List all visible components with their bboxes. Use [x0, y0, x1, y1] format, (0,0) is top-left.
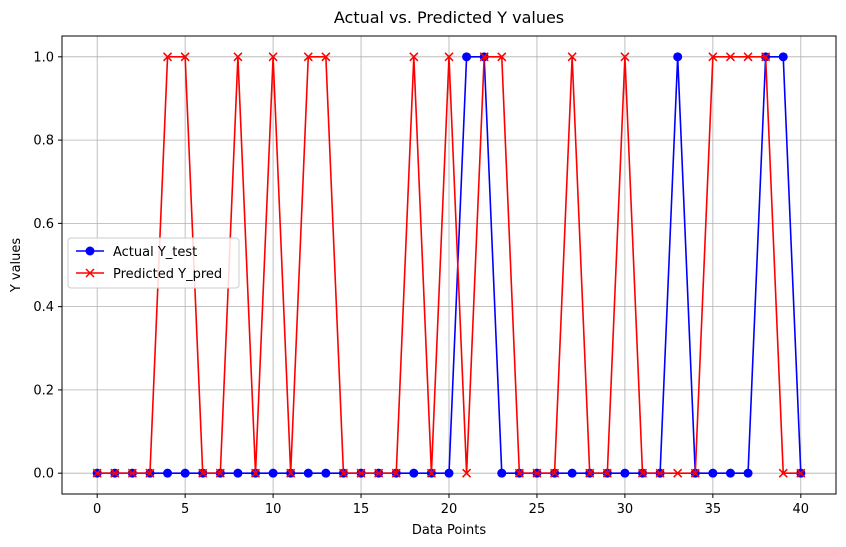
data-point-predicted	[250, 468, 261, 478]
data-point-predicted	[567, 52, 577, 62]
x-tick-label: 40	[793, 502, 810, 517]
y-tick-label: 0.8	[33, 134, 54, 149]
data-point-predicted	[462, 468, 472, 478]
x-tick-label: 30	[617, 502, 634, 517]
x-tick-label: 35	[705, 502, 722, 517]
data-point-actual	[409, 468, 419, 478]
data-point-predicted	[637, 468, 648, 478]
data-point-predicted	[479, 52, 489, 62]
data-point-predicted	[286, 468, 296, 478]
y-tick-label: 1.0	[33, 50, 54, 65]
data-point-actual	[497, 468, 507, 478]
data-point-actual	[567, 468, 577, 478]
data-point-predicted	[268, 52, 278, 62]
data-point-predicted	[426, 468, 436, 478]
data-point-predicted	[110, 468, 120, 478]
legend-entry-actual: Actual Y_test	[76, 245, 197, 260]
data-point-predicted	[92, 468, 102, 478]
y-tick-label: 0.4	[33, 300, 54, 315]
data-point-predicted	[356, 468, 366, 478]
data-point-predicted	[796, 468, 806, 478]
data-point-predicted	[761, 52, 771, 62]
legend-label-actual: Actual Y_test	[113, 245, 197, 260]
data-point-actual	[180, 468, 190, 478]
data-point-actual	[708, 468, 718, 478]
data-point-actual	[725, 468, 735, 478]
data-point-actual	[620, 468, 630, 478]
series-layer	[92, 52, 806, 478]
data-point-predicted	[215, 468, 225, 478]
data-point-predicted	[708, 52, 718, 62]
data-point-predicted	[673, 468, 683, 478]
legend: Actual Y_test Predicted Y_pred	[67, 237, 240, 289]
data-point-actual	[233, 468, 243, 478]
data-point-predicted	[514, 468, 524, 478]
data-point-predicted	[374, 468, 384, 478]
data-point-predicted	[497, 52, 507, 62]
data-point-predicted	[180, 52, 190, 62]
x-axis-label: Data Points	[412, 523, 486, 538]
data-point-predicted	[163, 52, 173, 62]
data-point-actual	[321, 468, 331, 478]
y-tick-label: 0.2	[33, 383, 54, 398]
data-point-predicted	[145, 468, 155, 478]
data-point-predicted	[620, 52, 630, 62]
chart-title: Actual vs. Predicted Y values	[334, 8, 564, 27]
x-tick-label: 20	[441, 502, 458, 517]
data-point-actual	[673, 52, 683, 62]
x-tick-label: 0	[93, 502, 101, 517]
data-point-predicted	[198, 468, 208, 478]
data-point-predicted	[690, 468, 700, 478]
data-point-actual	[462, 52, 472, 62]
data-point-predicted	[444, 52, 454, 62]
legend-label-predicted: Predicted Y_pred	[113, 267, 222, 282]
data-point-predicted	[585, 468, 595, 478]
data-point-predicted	[532, 468, 542, 478]
data-point-predicted	[550, 468, 560, 478]
data-point-predicted	[725, 52, 735, 62]
data-point-predicted	[602, 468, 612, 478]
data-point-predicted	[303, 52, 313, 62]
y-tick-label: 0.6	[33, 217, 54, 232]
x-tick-label: 5	[181, 502, 189, 517]
x-tick-label: 10	[265, 502, 282, 517]
y-tick-label: 0.0	[33, 467, 54, 482]
ticks: 0 5 10 15 20 25 30 35 40 0.0 0.2 0.4 0.6 0.8 1.0	[33, 50, 809, 517]
data-point-actual	[303, 468, 313, 478]
data-point-predicted	[409, 52, 419, 62]
y-axis-label: Y values	[9, 238, 24, 294]
data-point-predicted	[743, 52, 753, 62]
data-point-actual	[778, 52, 788, 62]
data-point-actual	[743, 468, 753, 478]
data-point-predicted	[127, 468, 137, 478]
data-point-actual	[444, 468, 454, 478]
legend-marker-actual	[85, 246, 95, 256]
x-tick-label: 25	[529, 502, 546, 517]
data-point-actual	[163, 468, 173, 478]
data-point-predicted	[778, 468, 788, 478]
data-point-predicted	[338, 468, 348, 478]
data-point-predicted	[655, 468, 665, 478]
data-point-predicted	[391, 468, 401, 478]
legend-entry-predicted: Predicted Y_pred	[76, 267, 222, 282]
data-point-actual	[268, 468, 278, 478]
data-point-predicted	[233, 52, 243, 62]
legend-marker-predicted	[85, 268, 95, 278]
data-point-predicted	[321, 52, 331, 62]
x-tick-label: 15	[353, 502, 370, 517]
legend-box	[67, 237, 240, 289]
